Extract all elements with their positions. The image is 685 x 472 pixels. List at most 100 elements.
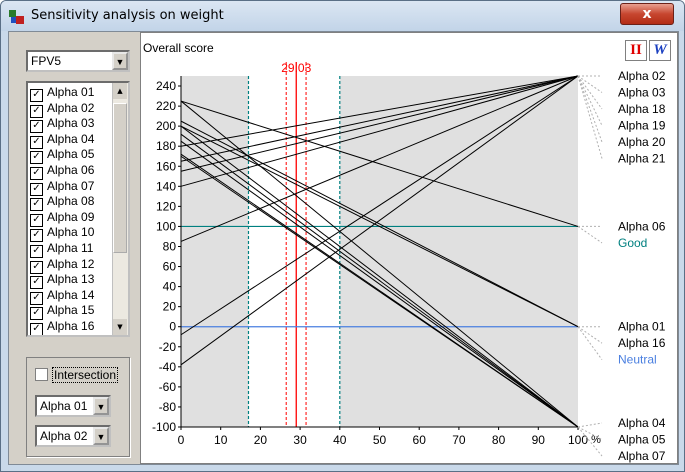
- title-bar[interactable]: Sensitivity analysis on weight x: [1, 1, 684, 31]
- series-end-label: Alpha 04: [618, 416, 666, 430]
- close-button[interactable]: x: [620, 3, 674, 25]
- y-tick-label: 0: [169, 320, 176, 334]
- y-tick-label: 160: [156, 159, 176, 173]
- x-tick-label: 30: [293, 433, 307, 447]
- scroll-thumb[interactable]: [113, 103, 127, 253]
- alternative-a-value: Alpha 01: [40, 399, 87, 413]
- y-tick-label: 120: [156, 199, 176, 213]
- list-item-label: Alpha 14: [47, 288, 94, 302]
- y-tick-label: 200: [156, 119, 176, 133]
- app-icon: [8, 8, 25, 25]
- list-item-label: Alpha 09: [47, 210, 94, 224]
- x-tick-label: 20: [254, 433, 268, 447]
- x-tick-label: 50: [373, 433, 387, 447]
- list-item-label: Alpha 10: [47, 225, 94, 239]
- window-title: Sensitivity analysis on weight: [31, 8, 224, 23]
- label-leader-line: [578, 76, 602, 126]
- x-tick-label: 80: [492, 433, 506, 447]
- label-leader-line: [578, 76, 602, 109]
- label-leader-line: [578, 423, 602, 427]
- series-end-label: Good: [618, 236, 647, 250]
- list-item-label: Alpha 15: [47, 303, 94, 317]
- list-item-label: Alpha 04: [47, 132, 94, 146]
- list-item-label: Alpha 01: [47, 85, 94, 99]
- list-item[interactable]: ✓ Alpha 02: [30, 101, 94, 117]
- left-panel: FPV5 ▼ ✓ Alpha 01 ✓ Alpha 02 ✓ Alpha 03 ✓ Alpha…: [9, 32, 137, 464]
- intersection-group: Intersection Alpha 01 ▼ Alpha 02 ▼: [26, 357, 130, 457]
- scroll-up-icon[interactable]: ▲: [113, 83, 127, 99]
- y-tick-label: -100: [152, 420, 176, 434]
- x-tick-label: 70: [452, 433, 466, 447]
- list-item[interactable]: ✓ Alpha 12: [30, 257, 94, 273]
- criterion-select[interactable]: FPV5 ▼: [26, 50, 130, 72]
- y-tick-label: 100: [156, 219, 176, 233]
- list-item[interactable]: ✓ Alpha 11: [30, 241, 93, 257]
- series-end-label: Alpha 20: [618, 135, 666, 149]
- list-item[interactable]: ✓ Alpha 06: [30, 163, 94, 179]
- chevron-down-icon[interactable]: ▼: [112, 52, 128, 70]
- x-tick-label: 10: [214, 433, 228, 447]
- label-leader-line: [578, 226, 602, 243]
- series-end-label: Alpha 01: [618, 320, 666, 334]
- checkmark-icon[interactable]: ✓: [30, 323, 43, 336]
- x-tick-label: 90: [532, 433, 546, 447]
- list-item-label: Alpha 06: [47, 163, 94, 177]
- x-unit-label: %: [591, 434, 601, 446]
- intersection-checkbox[interactable]: Intersection: [35, 368, 118, 382]
- scroll-down-icon[interactable]: ▼: [113, 319, 127, 335]
- y-tick-label: 60: [163, 260, 177, 274]
- chevron-down-icon[interactable]: ▼: [93, 397, 109, 415]
- list-item-label: Alpha 11: [47, 241, 93, 255]
- weight-interval-band: [248, 76, 339, 427]
- list-item-label: Alpha 13: [47, 272, 94, 286]
- sensitivity-chart[interactable]: 29.03240220200180160140120100806040200-2…: [141, 33, 677, 463]
- label-leader-line: [578, 327, 602, 360]
- list-item[interactable]: ✓ Alpha 08: [30, 194, 94, 210]
- list-item-label: Alpha 12: [47, 257, 94, 271]
- series-end-label: Alpha 06: [618, 219, 666, 233]
- list-item[interactable]: ✓ Alpha 10: [30, 225, 94, 241]
- series-end-label: Alpha 02: [618, 69, 666, 83]
- list-item[interactable]: ✓ Alpha 03: [30, 116, 94, 132]
- list-item[interactable]: ✓ Alpha 09: [30, 210, 94, 226]
- y-tick-label: 220: [156, 99, 176, 113]
- list-item[interactable]: ✓ Alpha 14: [30, 288, 94, 304]
- y-tick-label: 40: [163, 280, 177, 294]
- y-tick-label: 80: [163, 239, 177, 253]
- x-tick-label: 40: [333, 433, 347, 447]
- x-tick-label: 0: [178, 433, 185, 447]
- y-tick-label: 180: [156, 139, 176, 153]
- list-item[interactable]: ✓ Alpha 04: [30, 132, 94, 148]
- y-tick-label: 20: [163, 300, 177, 314]
- label-leader-line: [578, 76, 602, 159]
- intersection-label: Intersection: [52, 367, 118, 383]
- list-item[interactable]: ✓ Alpha 15: [30, 303, 94, 319]
- criterion-select-value: FPV5: [31, 54, 61, 68]
- plot-panel: Overall score II W 29.03 240 220 200 180 160 1…: [140, 32, 678, 464]
- list-scrollbar[interactable]: ▲ ▼: [112, 83, 128, 335]
- x-tick-label: 100: [568, 433, 588, 447]
- y-tick-label: 240: [156, 79, 176, 93]
- list-item[interactable]: ✓ Alpha 01: [30, 85, 94, 101]
- alternative-b-select[interactable]: Alpha 02 ▼: [35, 425, 111, 447]
- y-tick-label: -80: [159, 400, 177, 414]
- series-end-label: Alpha 19: [618, 119, 666, 133]
- series-end-label: Alpha 21: [618, 152, 666, 166]
- alternative-a-select[interactable]: Alpha 01 ▼: [35, 395, 111, 417]
- series-end-label: Alpha 03: [618, 86, 666, 100]
- list-item[interactable]: ✓ Alpha 13: [30, 272, 94, 288]
- list-item-label: Alpha 07: [47, 179, 94, 193]
- alternatives-list[interactable]: ✓ Alpha 01 ✓ Alpha 02 ✓ Alpha 03 ✓ Alpha 04 ✓ Alp…: [26, 81, 130, 337]
- chevron-down-icon[interactable]: ▼: [93, 427, 109, 445]
- list-item[interactable]: ✓ Alpha 07: [30, 179, 94, 195]
- series-end-label: Alpha 07: [618, 449, 666, 463]
- list-item[interactable]: ✓ Alpha 05: [30, 147, 94, 163]
- series-end-label: Alpha 16: [618, 336, 666, 350]
- x-tick-label: 60: [413, 433, 427, 447]
- checkbox-icon[interactable]: [35, 368, 48, 381]
- list-item-label: Alpha 03: [47, 116, 94, 130]
- list-item[interactable]: ✓ Alpha 16: [30, 319, 94, 335]
- list-item-label: Alpha 05: [47, 147, 94, 161]
- current-weight-label: 29.03: [281, 61, 311, 75]
